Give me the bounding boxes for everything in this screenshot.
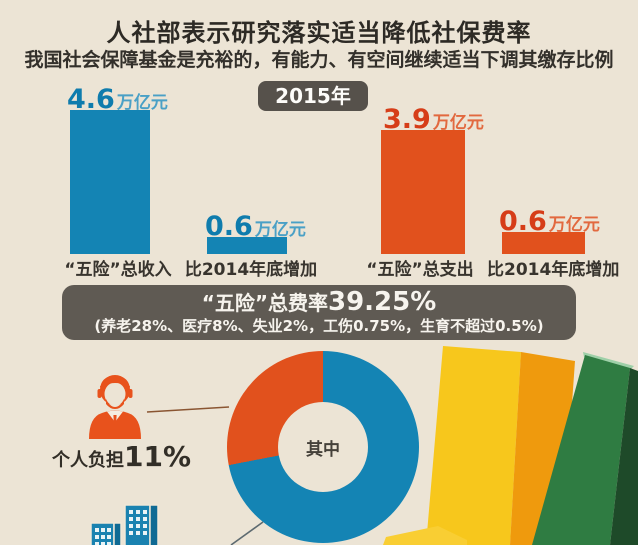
income-value-label: 4.6 万亿元 [67, 84, 168, 115]
page-title: 人社部表示研究落实适当降低社保费率 [106, 19, 532, 47]
personal-burden-label: 个人负担11% [52, 440, 192, 473]
income-caption: “五险”总收入 [64, 260, 172, 280]
decor-3d-bar-yellow-front [426, 346, 521, 545]
income-increase-value-label: 0.6 万亿元 [205, 211, 306, 242]
expense-bar [381, 130, 465, 254]
decor-3d-bar-green-front [532, 355, 630, 545]
expense-value-label: 3.9 万亿元 [383, 104, 484, 135]
page-subtitle: 我国社会保障基金是充裕的，有能力、有空间继续适当下调其缴存比例 [24, 49, 614, 71]
donut-to-buildings-line [230, 521, 264, 545]
income-increase-bar [207, 237, 287, 254]
person-to-donut-line [146, 406, 230, 413]
expense-increase-caption: 比2014年底增加 [487, 260, 620, 280]
total-rate-detail: (养老28%、医疗8%、失业2%，工伤0.75%，生育不超过0.5%) [94, 317, 544, 335]
income-bar [70, 110, 150, 254]
total-rate-title: “五险”总费率39.25% [201, 287, 437, 317]
person-icon [89, 375, 141, 439]
donut-center-label: 其中 [306, 439, 340, 460]
expense-increase-bar [502, 232, 585, 254]
expense-caption: “五险”总支出 [366, 260, 474, 280]
income-increase-caption: 比2014年底增加 [184, 260, 318, 280]
decor-3d-bar-green-side [610, 368, 638, 545]
decor-3d-bar-yellow-top [383, 526, 467, 545]
donut-center: 其中 [278, 402, 368, 492]
year-badge: 2015年 [258, 81, 368, 111]
buildings-icon [90, 504, 159, 545]
expense-increase-value-label: 0.6 万亿元 [499, 206, 600, 237]
decor-3d-bars [383, 346, 638, 545]
total-rate-banner: “五险”总费率39.25% (养老28%、医疗8%、失业2%，工伤0.75%，生… [62, 285, 576, 340]
